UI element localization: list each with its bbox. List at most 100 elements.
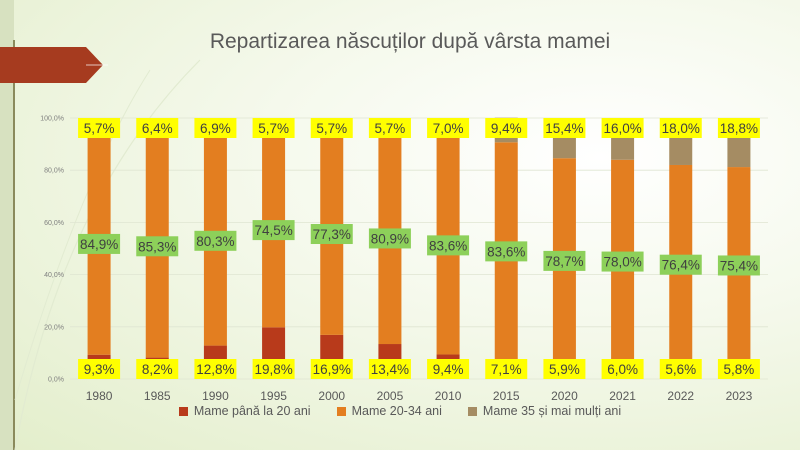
x-tick-label: 2020 xyxy=(551,389,578,403)
x-tick-label: 1980 xyxy=(86,389,113,403)
data-label-background xyxy=(368,359,411,379)
data-label: 5,7% xyxy=(375,121,406,136)
data-label-background xyxy=(427,359,470,379)
legend-swatch-20-34 xyxy=(336,406,346,416)
data-label: 75,4% xyxy=(720,258,758,273)
y-tick-label: 60,0% xyxy=(44,220,64,227)
y-tick-label: 20,0% xyxy=(44,324,64,331)
data-label-background xyxy=(136,118,179,138)
x-tick-label: 1995 xyxy=(260,389,287,403)
x-tick-label: 1990 xyxy=(202,389,229,403)
data-label-background xyxy=(543,250,586,271)
data-label-background xyxy=(659,118,702,138)
title-ribbon xyxy=(0,47,103,83)
data-label: 16,9% xyxy=(313,362,351,377)
data-label: 9,4% xyxy=(491,121,522,136)
data-label: 15,4% xyxy=(545,121,583,136)
data-label: 5,7% xyxy=(84,121,115,136)
data-label: 80,9% xyxy=(371,231,409,246)
data-label-background xyxy=(427,235,470,256)
data-label: 5,9% xyxy=(549,362,580,377)
data-label-background xyxy=(717,255,760,276)
data-label: 9,4% xyxy=(433,362,464,377)
data-label-background xyxy=(310,118,353,138)
data-label: 84,9% xyxy=(80,237,118,252)
data-label-background xyxy=(310,359,353,379)
data-label: 6,9% xyxy=(200,121,231,136)
data-label: 77,3% xyxy=(313,227,351,242)
data-label: 5,8% xyxy=(724,362,755,377)
data-label: 12,8% xyxy=(196,362,234,377)
legend-item-over35: Mame 35 și mai mulți ani xyxy=(467,404,622,418)
data-label: 5,6% xyxy=(665,362,696,377)
chart-title: Repartizarea născuților după vârsta mame… xyxy=(209,30,611,53)
x-tick-label: 2000 xyxy=(318,389,345,403)
data-label-background xyxy=(194,230,237,251)
left-margin-band xyxy=(0,0,14,450)
data-label: 74,5% xyxy=(254,223,292,238)
data-label: 19,8% xyxy=(254,362,292,377)
data-label-background xyxy=(194,359,237,379)
data-label: 16,0% xyxy=(603,121,641,136)
data-label-background xyxy=(717,118,760,138)
data-label-background xyxy=(601,251,644,272)
legend-swatch-under20 xyxy=(178,406,188,416)
data-label-background xyxy=(717,359,760,379)
legend-item-under20: Mame până la 20 ani xyxy=(178,404,311,418)
legend-label: Mame 35 și mai mulți ani xyxy=(482,404,622,418)
data-label: 76,4% xyxy=(662,258,700,273)
data-label: 6,0% xyxy=(607,362,638,377)
data-label: 18,8% xyxy=(720,121,758,136)
data-label-background xyxy=(136,359,179,379)
data-label-background xyxy=(485,359,528,379)
data-label-background xyxy=(601,118,644,138)
data-label-background xyxy=(252,359,295,379)
data-label-background xyxy=(252,118,295,138)
data-label-background xyxy=(368,118,411,138)
legend-item-20-34: Mame 20-34 ani xyxy=(336,404,442,418)
data-label-background xyxy=(427,118,470,138)
legend-label: Mame până la 20 ani xyxy=(193,404,311,418)
x-tick-label: 1985 xyxy=(144,389,171,403)
data-label-background xyxy=(78,233,121,254)
data-label: 80,3% xyxy=(196,234,234,249)
data-label-background xyxy=(136,236,179,257)
data-label-background xyxy=(78,118,121,138)
data-label-background xyxy=(543,118,586,138)
legend-swatch-over35 xyxy=(467,406,477,416)
data-label: 6,4% xyxy=(142,121,173,136)
vertical-accent-line xyxy=(13,40,15,450)
decorative-arc xyxy=(14,69,151,401)
data-label-background xyxy=(543,359,586,379)
data-label-background xyxy=(368,228,411,249)
data-label: 83,6% xyxy=(487,244,525,259)
data-label-background xyxy=(194,118,237,138)
data-label: 78,0% xyxy=(603,255,641,270)
x-tick-label: 2015 xyxy=(493,389,520,403)
data-label: 18,0% xyxy=(662,121,700,136)
data-label: 9,3% xyxy=(84,362,115,377)
y-tick-label: 100,0% xyxy=(40,116,64,123)
data-label: 13,4% xyxy=(371,362,409,377)
data-label: 7,0% xyxy=(433,121,464,136)
data-label-background xyxy=(485,118,528,138)
data-label-background xyxy=(252,220,295,241)
y-tick-label: 80,0% xyxy=(44,168,64,175)
data-label-background xyxy=(78,359,121,379)
data-label-background xyxy=(659,254,702,275)
data-label: 7,1% xyxy=(491,362,522,377)
x-tick-label: 2022 xyxy=(667,389,694,403)
x-tick-label: 2010 xyxy=(435,389,462,403)
data-label: 5,7% xyxy=(258,121,289,136)
legend-label: Mame 20-34 ani xyxy=(351,404,442,418)
x-tick-label: 2021 xyxy=(609,389,636,403)
x-tick-label: 2005 xyxy=(377,389,404,403)
data-label-background xyxy=(485,241,528,262)
data-label-background xyxy=(310,224,353,245)
data-label-background xyxy=(659,359,702,379)
x-tick-label: 2023 xyxy=(726,389,753,403)
chart-legend: Mame până la 20 ani Mame 20-34 ani Mame … xyxy=(0,404,800,418)
data-label: 83,6% xyxy=(429,238,467,253)
